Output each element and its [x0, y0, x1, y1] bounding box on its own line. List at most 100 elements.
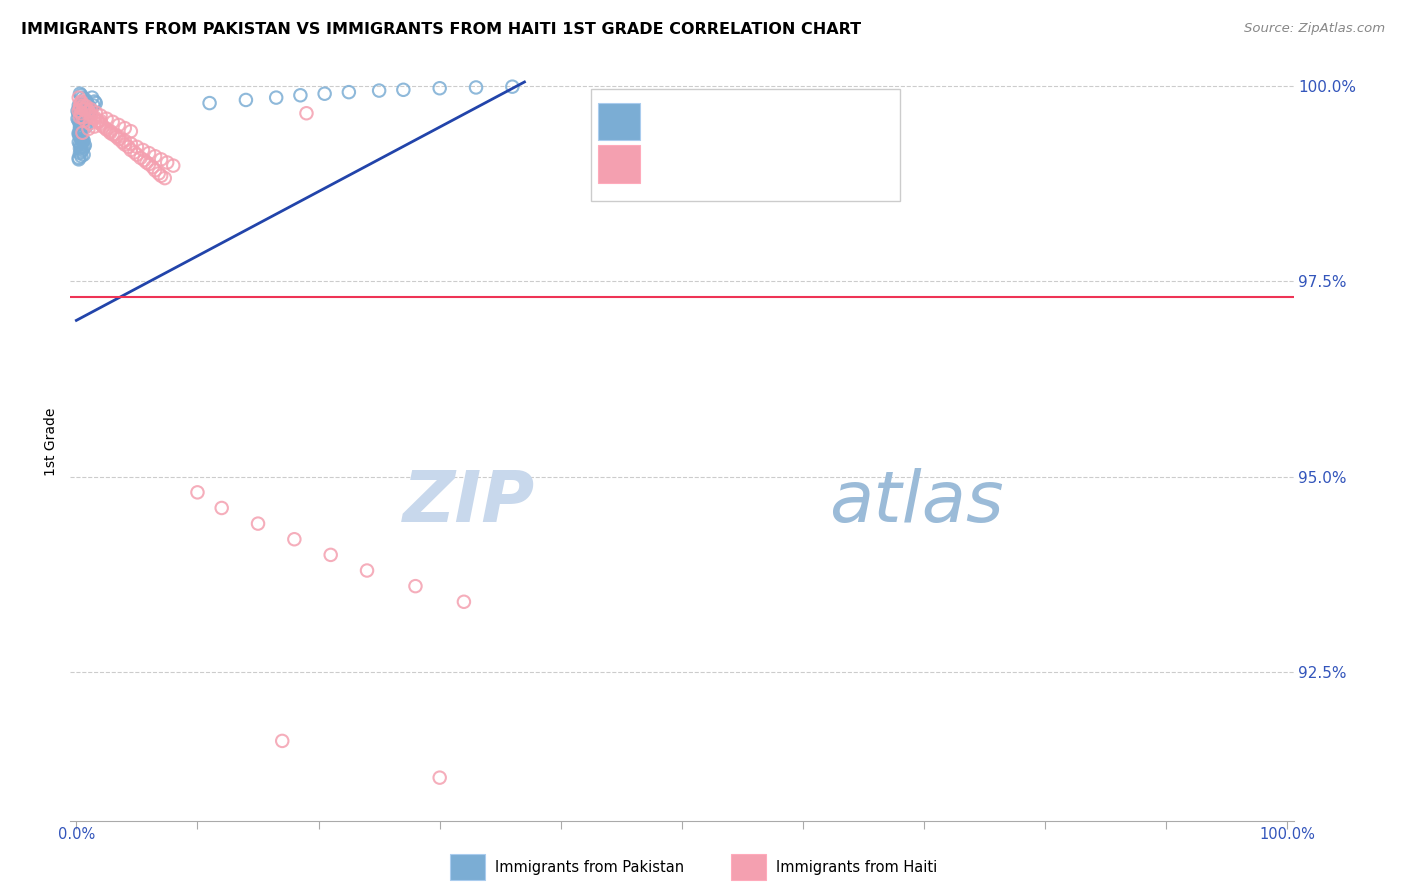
Point: [96, 112, 118, 126]
Point: [77, 103, 100, 118]
Point: [72, 140, 94, 154]
Point: [70, 129, 93, 144]
Point: [69, 98, 91, 112]
Point: [76, 105, 98, 120]
Point: [72, 126, 94, 140]
Point: [67, 103, 90, 118]
Point: [69, 137, 91, 152]
Point: [429, 81, 451, 95]
Point: [69, 110, 91, 124]
Point: [67, 151, 90, 165]
Point: [107, 132, 129, 146]
Point: [98, 126, 121, 140]
Point: [120, 124, 142, 138]
Point: [70, 121, 93, 136]
Point: [77, 108, 100, 122]
Point: [156, 155, 179, 169]
Point: [69, 128, 91, 142]
Point: [75, 103, 97, 117]
Point: [114, 134, 136, 148]
Point: [392, 83, 415, 97]
Point: [90, 116, 112, 130]
Point: [120, 143, 142, 157]
Point: [356, 564, 378, 578]
Point: [79, 116, 101, 130]
Point: [453, 595, 475, 609]
Point: [91, 120, 114, 134]
Point: [295, 106, 318, 120]
Point: [80, 109, 103, 123]
Point: [72, 147, 94, 161]
Point: [90, 118, 112, 132]
Point: [107, 129, 129, 144]
Point: [77, 98, 100, 112]
Point: [75, 99, 97, 113]
Point: [70, 132, 93, 146]
Point: [83, 110, 105, 124]
Point: [67, 135, 90, 149]
Text: ZIP: ZIP: [404, 467, 536, 537]
Text: IMMIGRANTS FROM PAKISTAN VS IMMIGRANTS FROM HAITI 1ST GRADE CORRELATION CHART: IMMIGRANTS FROM PAKISTAN VS IMMIGRANTS F…: [21, 22, 862, 37]
Point: [83, 95, 105, 109]
Point: [70, 112, 93, 126]
Point: [73, 118, 96, 132]
Point: [70, 106, 93, 120]
Point: [143, 163, 166, 178]
Point: [104, 128, 127, 142]
Point: [66, 112, 89, 126]
Point: [69, 120, 91, 134]
Point: [87, 114, 110, 128]
Point: [67, 128, 90, 142]
Point: [117, 140, 139, 154]
Point: [72, 103, 94, 117]
Point: [150, 169, 173, 183]
Point: [67, 153, 90, 167]
Point: [72, 134, 94, 148]
Point: [84, 96, 107, 111]
Point: [368, 84, 391, 98]
Point: [132, 143, 155, 157]
Point: [69, 121, 91, 136]
Point: [138, 146, 160, 161]
Point: [124, 145, 146, 160]
Point: [148, 166, 170, 180]
Point: [134, 153, 156, 168]
Point: [73, 92, 96, 106]
Point: [82, 98, 104, 112]
Point: [211, 500, 233, 515]
Point: [72, 90, 94, 104]
Point: [67, 90, 90, 104]
Point: [70, 96, 93, 111]
Point: [153, 171, 176, 186]
Point: [79, 101, 101, 115]
Point: [72, 115, 94, 129]
Point: [73, 138, 96, 153]
Point: [72, 132, 94, 146]
Point: [135, 155, 157, 169]
Point: [94, 121, 117, 136]
Point: [73, 109, 96, 123]
Point: [465, 80, 488, 95]
Point: [70, 95, 93, 109]
Point: [75, 120, 97, 134]
Point: [69, 109, 91, 123]
Point: [142, 160, 165, 174]
Point: [125, 140, 148, 154]
Point: [70, 140, 93, 154]
Point: [70, 88, 93, 103]
Point: [404, 579, 426, 593]
Y-axis label: 1st Grade: 1st Grade: [45, 408, 59, 475]
Point: [186, 485, 208, 500]
Point: [264, 90, 287, 104]
Point: [111, 135, 134, 149]
Point: [138, 157, 160, 171]
Point: [319, 548, 342, 562]
Text: R = 0.366: R = 0.366: [648, 103, 747, 120]
Point: [80, 103, 103, 117]
Point: [314, 87, 336, 101]
Point: [69, 141, 91, 155]
Point: [105, 129, 128, 144]
Point: [72, 143, 94, 157]
Point: [247, 516, 270, 531]
Text: Source: ZipAtlas.com: Source: ZipAtlas.com: [1244, 22, 1385, 36]
